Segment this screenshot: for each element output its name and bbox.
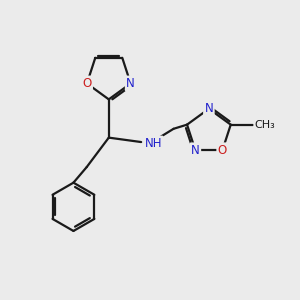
Text: CH₃: CH₃ — [254, 120, 275, 130]
Text: O: O — [82, 77, 92, 90]
Text: N: N — [205, 102, 213, 115]
Text: N: N — [191, 144, 200, 157]
Text: O: O — [218, 144, 227, 157]
Text: N: N — [126, 77, 135, 90]
Text: NH: NH — [145, 137, 162, 150]
